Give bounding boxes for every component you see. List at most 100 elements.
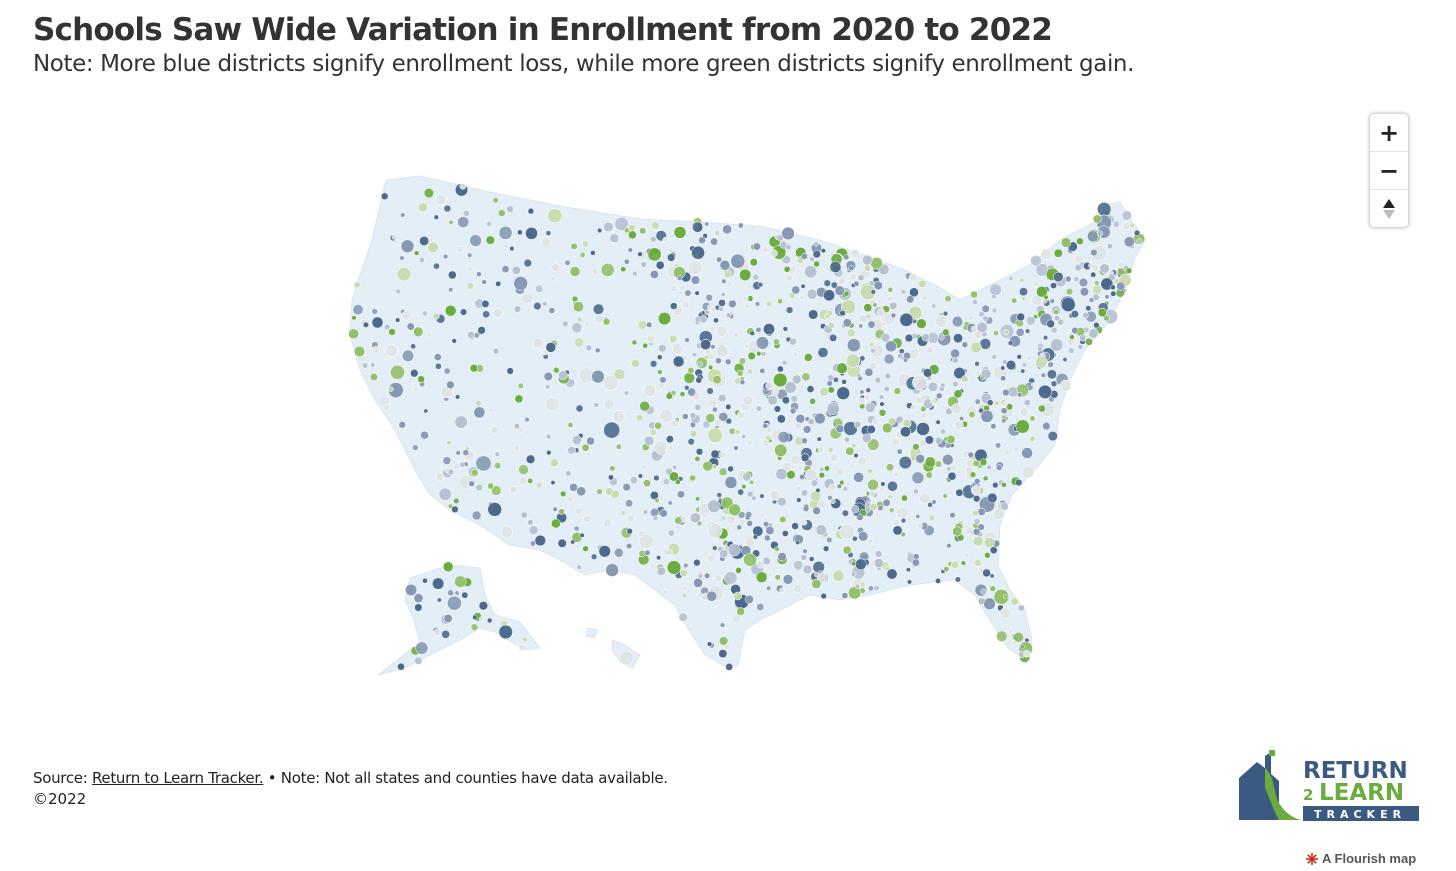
district-marker[interactable]: [815, 487, 821, 493]
district-marker[interactable]: [650, 236, 657, 243]
district-marker[interactable]: [1068, 347, 1075, 354]
district-marker[interactable]: [744, 537, 755, 547]
district-marker[interactable]: [1092, 214, 1102, 224]
district-marker[interactable]: [981, 304, 990, 313]
district-marker[interactable]: [650, 270, 659, 279]
district-marker[interactable]: [716, 492, 723, 498]
district-marker[interactable]: [585, 344, 593, 352]
district-marker[interactable]: [1031, 294, 1043, 306]
flourish-attribution[interactable]: A Flourish map: [1306, 851, 1416, 866]
district-marker[interactable]: [712, 545, 718, 551]
district-marker[interactable]: [609, 465, 616, 472]
district-marker[interactable]: [783, 265, 791, 273]
district-marker[interactable]: [974, 371, 981, 377]
district-marker[interactable]: [628, 224, 636, 232]
district-marker[interactable]: [1029, 415, 1036, 422]
district-marker[interactable]: [536, 482, 543, 489]
district-marker[interactable]: [676, 275, 683, 281]
district-marker[interactable]: [769, 489, 781, 501]
district-marker[interactable]: [738, 357, 747, 365]
district-marker[interactable]: [582, 545, 589, 552]
district-marker[interactable]: [793, 560, 804, 571]
district-marker[interactable]: [856, 513, 864, 521]
district-marker[interactable]: [453, 497, 460, 504]
district-marker[interactable]: [882, 498, 891, 507]
district-marker[interactable]: [918, 439, 927, 448]
district-marker[interactable]: [410, 343, 417, 350]
district-marker[interactable]: [558, 370, 568, 380]
district-marker[interactable]: [693, 578, 703, 588]
district-marker[interactable]: [726, 281, 733, 288]
district-marker[interactable]: [457, 216, 470, 228]
district-marker[interactable]: [707, 554, 716, 563]
district-marker[interactable]: [839, 523, 855, 540]
district-marker[interactable]: [1087, 230, 1099, 243]
district-marker[interactable]: [845, 446, 855, 456]
district-marker[interactable]: [813, 260, 820, 268]
district-marker[interactable]: [887, 480, 898, 492]
district-marker[interactable]: [1070, 310, 1079, 319]
district-marker[interactable]: [841, 299, 856, 315]
district-marker[interactable]: [912, 374, 928, 391]
district-marker[interactable]: [678, 612, 688, 622]
district-marker[interactable]: [680, 569, 688, 578]
district-marker[interactable]: [1008, 628, 1014, 634]
district-marker[interactable]: [632, 270, 638, 277]
source-link[interactable]: Return to Learn Tracker.: [91, 769, 264, 787]
district-marker[interactable]: [666, 548, 673, 556]
district-marker[interactable]: [1110, 290, 1117, 297]
district-marker[interactable]: [642, 342, 649, 349]
district-marker[interactable]: [851, 561, 857, 567]
district-marker[interactable]: [1015, 419, 1030, 434]
district-marker[interactable]: [989, 585, 996, 592]
district-marker[interactable]: [443, 367, 451, 375]
district-marker[interactable]: [626, 528, 633, 535]
district-marker[interactable]: [514, 305, 522, 313]
district-marker[interactable]: [658, 494, 665, 501]
district-marker[interactable]: [698, 236, 706, 245]
district-marker[interactable]: [802, 564, 813, 575]
district-marker[interactable]: [848, 586, 862, 600]
district-marker[interactable]: [982, 568, 991, 578]
district-marker[interactable]: [1033, 314, 1039, 320]
district-marker[interactable]: [693, 559, 701, 567]
district-marker[interactable]: [383, 404, 390, 411]
district-marker[interactable]: [951, 316, 964, 328]
district-marker[interactable]: [670, 284, 678, 292]
district-marker[interactable]: [718, 412, 729, 422]
district-marker[interactable]: [744, 344, 750, 350]
district-marker[interactable]: [1060, 237, 1072, 248]
district-marker[interactable]: [677, 490, 685, 499]
district-marker[interactable]: [662, 237, 668, 243]
district-marker[interactable]: [928, 514, 936, 522]
district-marker[interactable]: [607, 474, 614, 481]
district-marker[interactable]: [942, 493, 948, 499]
district-marker[interactable]: [830, 281, 838, 289]
district-marker[interactable]: [446, 380, 455, 389]
district-marker[interactable]: [405, 583, 418, 596]
district-marker[interactable]: [848, 265, 855, 272]
district-marker[interactable]: [1046, 319, 1055, 329]
district-marker[interactable]: [866, 468, 873, 475]
district-marker[interactable]: [716, 256, 723, 263]
district-marker[interactable]: [541, 237, 551, 247]
district-marker[interactable]: [459, 462, 466, 468]
district-marker[interactable]: [710, 449, 720, 459]
district-marker[interactable]: [719, 549, 729, 559]
district-marker[interactable]: [868, 585, 874, 592]
district-marker[interactable]: [808, 556, 815, 562]
district-marker[interactable]: [953, 389, 963, 399]
district-marker[interactable]: [639, 227, 647, 235]
district-marker[interactable]: [520, 511, 528, 519]
district-marker[interactable]: [637, 473, 643, 479]
district-marker[interactable]: [899, 312, 914, 327]
district-marker[interactable]: [724, 476, 738, 489]
district-marker[interactable]: [725, 403, 732, 410]
district-marker[interactable]: [1122, 222, 1131, 231]
district-marker[interactable]: [414, 656, 423, 665]
district-marker[interactable]: [724, 571, 738, 585]
district-marker[interactable]: [485, 235, 495, 245]
district-marker[interactable]: [842, 486, 849, 492]
district-marker[interactable]: [921, 412, 927, 419]
district-marker[interactable]: [687, 438, 695, 446]
